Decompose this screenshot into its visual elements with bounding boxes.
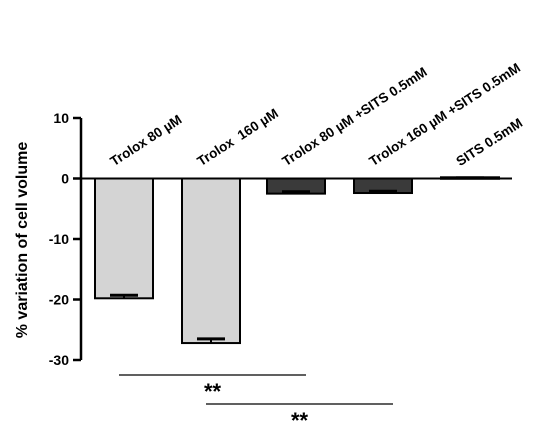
y-axis: 10 0 -10 -20 -30 [49,110,512,368]
significance-label: ** [291,408,309,433]
bar [94,177,154,300]
category-label: Trolox 160 µM [194,106,280,169]
category-label: Trolox 160 µM +SITS 0.5mM [366,60,523,169]
y-tick-label: 0 [61,171,69,187]
y-tick-label: -10 [49,231,69,247]
category-label: SITS 0.5mM [453,115,525,169]
bar [181,177,241,345]
significance-annotations: ** ** [119,374,393,433]
category-label: Trolox 80 µM +SITS 0.5mM [279,64,429,169]
y-axis-title: % variation of cell volume [14,142,31,339]
y-tick-label: -30 [49,352,69,368]
bars-layer [94,176,500,345]
y-tick-label: -20 [49,292,69,308]
significance-label: ** [204,379,222,404]
category-label: Trolox 80 µM [107,112,184,169]
y-tick-label: 10 [53,110,69,126]
